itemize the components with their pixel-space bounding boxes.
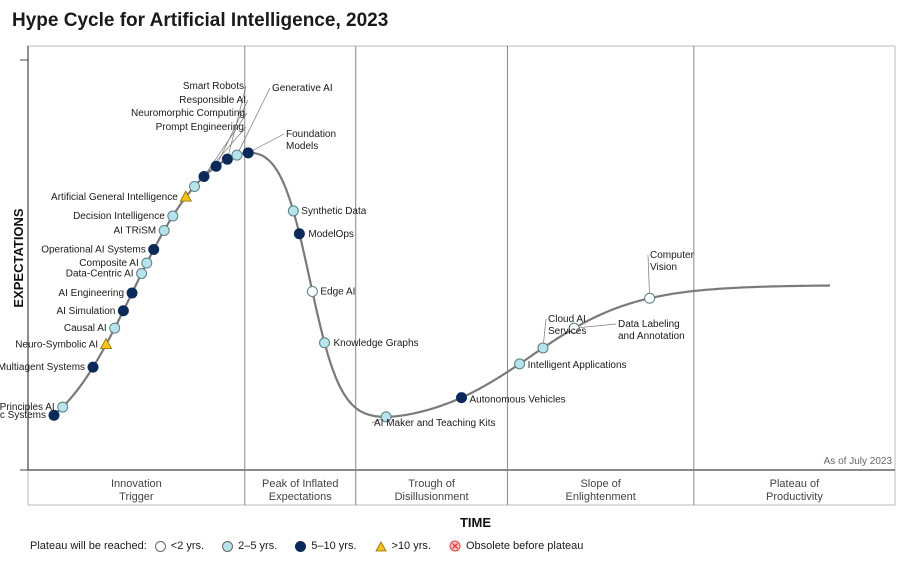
point-generative-ai	[231, 149, 243, 161]
triangle-icon	[374, 540, 387, 551]
label-ai-engineering: AI Engineering	[58, 288, 124, 299]
hype-curve-layer	[49, 151, 831, 420]
point-autonomic-systems	[48, 409, 60, 421]
label-causal-ai: Causal AI	[64, 323, 107, 334]
legend-label-5to10: 5–10 yrs.	[311, 540, 357, 552]
label-foundation-models: Foundation Models	[286, 129, 336, 152]
point-computer-vision	[644, 292, 656, 304]
legend-dot-2to5	[222, 540, 234, 552]
chart-title: Hype Cycle for Artificial Intelligence, …	[12, 10, 389, 31]
leader-lines-layer	[194, 85, 650, 424]
points-layer	[48, 147, 656, 423]
label-edge-ai: Edge AI	[320, 287, 355, 298]
label-synthetic-data: Synthetic Data	[301, 206, 366, 217]
point-knowledge-graphs	[319, 337, 331, 349]
label-neuro-symbolic-ai: Neuro-Symbolic AI	[15, 340, 98, 351]
label-knowledge-graphs: Knowledge Graphs	[334, 338, 419, 349]
label-decision-intelligence: Decision Intelligence	[73, 211, 165, 222]
point-ai-trism	[158, 224, 170, 236]
point-foundation-models	[242, 147, 254, 159]
legend-label-2to5: 2–5 yrs.	[238, 540, 278, 552]
phase-label-innovation-trigger: Innovation Trigger	[111, 478, 162, 503]
phase-label-peak-of-inflated-expectations: Peak of Inflated Expectations	[262, 478, 338, 503]
chart-frame	[20, 45, 896, 506]
legend-item-5to10: 5–10 yrs.	[295, 540, 357, 552]
legend-dot-lt2	[154, 540, 166, 552]
point-decision-intelligence	[167, 210, 179, 222]
leader-foundation-models	[248, 133, 285, 154]
label-ai-maker-and-teaching-kits: AI Maker and Teaching Kits	[374, 418, 496, 429]
phase-label-trough-of-disillusionment: Trough of Disillusionment	[395, 478, 469, 503]
leader-smart-robots	[227, 85, 247, 160]
phase-labels-layer: Innovation Trigger Peak of Inflated Expecta…	[111, 478, 823, 503]
point-neuromorphic-computing	[198, 170, 210, 182]
legend-label-gt10: >10 yrs.	[391, 540, 431, 552]
label-generative-ai: Generative AI	[272, 83, 333, 94]
label-prompt-engineering: Prompt Engineering	[156, 122, 244, 133]
point-causal-ai	[109, 322, 121, 334]
label-responsible-ai: Responsible AI	[179, 95, 246, 106]
point-multiagent-systems	[87, 361, 99, 373]
leader-generative-ai	[236, 87, 271, 156]
point-ai-simulation	[117, 305, 129, 317]
obsolete-x-icon	[449, 540, 461, 552]
legend: Plateau will be reached: <2 yrs. 2–5 yrs…	[30, 540, 593, 552]
point-neuro-symbolic-ai	[99, 337, 113, 349]
point-intelligent-applications	[514, 358, 526, 370]
label-ai-trism: AI TRiSM	[114, 225, 157, 236]
point-artificial-general-intelligence	[179, 190, 192, 202]
point-smart-robots	[221, 153, 233, 165]
as-of-date: As of July 2023	[824, 456, 893, 467]
leader-responsible-ai	[215, 99, 249, 167]
legend-item-gt10: >10 yrs.	[374, 540, 431, 552]
point-data-centric-ai	[136, 267, 148, 279]
legend-label-obsolete: Obsolete before plateau	[465, 540, 584, 552]
label-operational-ai-systems: Operational AI Systems	[41, 245, 146, 256]
label-composite-ai: Composite AI	[79, 258, 138, 269]
point-synthetic-data	[287, 205, 299, 217]
point-data-labeling-and-annotation	[568, 322, 580, 334]
point-autonomous-vehicles	[456, 392, 467, 404]
leader-data-labeling-and-annotation	[574, 323, 617, 329]
label-data-labeling-and-annotation: Data Labeling and Annotation	[618, 319, 685, 342]
y-axis-label: EXPECTATIONS	[11, 208, 26, 308]
point-ai-maker-and-teaching-kits	[380, 411, 392, 423]
label-smart-robots: Smart Robots	[183, 81, 244, 92]
legend-item-2to5: 2–5 yrs.	[222, 540, 277, 552]
x-axis-label: TIME	[460, 515, 491, 530]
label-multiagent-systems: Multiagent Systems	[0, 362, 85, 373]
label-neuromorphic-computing: Neuromorphic Computing	[131, 108, 245, 119]
point-labels-layer: Autonomic SystemsFirst-Principles AI Mult…	[0, 81, 695, 429]
label-data-centric-ai: Data-Centric AI	[66, 268, 134, 279]
phase-label-plateau-of-productivity: Plateau of Productivity	[766, 478, 823, 503]
legend-item-obsolete: Obsolete before plateau	[449, 540, 583, 552]
point-prompt-engineering	[188, 180, 200, 192]
label-autonomic-systems: Autonomic Systems	[0, 410, 46, 421]
point-edge-ai	[306, 286, 318, 298]
label-artificial-general-intelligence: Artificial General Intelligence	[51, 192, 178, 203]
legend-item-lt2: <2 yrs.	[154, 540, 205, 552]
label-first-principles-ai: First-Principles AI	[0, 402, 55, 413]
label-modelops: ModelOps	[308, 229, 354, 240]
point-operational-ai-systems	[148, 244, 160, 256]
hype-curve	[49, 151, 831, 420]
label-ai-simulation: AI Simulation	[56, 306, 115, 317]
point-cloud-ai-services	[537, 342, 549, 354]
legend-label-lt2: <2 yrs.	[170, 540, 205, 552]
phase-label-slope-of-enlightenment: Slope of Enlightenment	[565, 478, 635, 503]
leader-computer-vision	[647, 254, 650, 299]
point-ai-engineering	[126, 287, 138, 299]
point-modelops	[293, 228, 305, 240]
label-autonomous-vehicles: Autonomous Vehicles	[470, 395, 566, 406]
label-computer-vision: Computer Vision	[650, 250, 695, 273]
point-first-principles-ai	[57, 401, 69, 413]
legend-dot-5to10	[295, 540, 307, 552]
point-responsible-ai	[210, 160, 222, 172]
label-cloud-ai-services: Cloud AI Services	[548, 314, 586, 337]
label-intelligent-applications: Intelligent Applications	[528, 360, 627, 371]
point-composite-ai	[141, 257, 153, 269]
legend-title: Plateau will be reached:	[30, 540, 147, 552]
